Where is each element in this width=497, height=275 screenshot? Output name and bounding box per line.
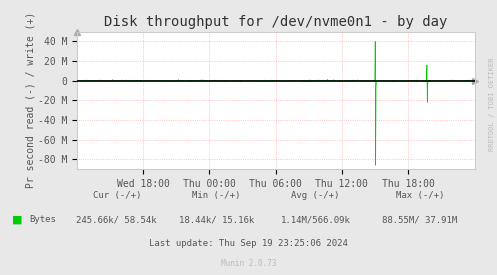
Text: Munin 2.0.73: Munin 2.0.73 (221, 259, 276, 268)
Text: Max (-/+): Max (-/+) (396, 191, 444, 200)
Y-axis label: Pr second read (-) / write (+): Pr second read (-) / write (+) (25, 12, 35, 188)
Text: Last update: Thu Sep 19 23:25:06 2024: Last update: Thu Sep 19 23:25:06 2024 (149, 239, 348, 248)
Text: Bytes: Bytes (29, 216, 56, 224)
Text: Avg (-/+): Avg (-/+) (291, 191, 340, 200)
Text: Min (-/+): Min (-/+) (192, 191, 241, 200)
Title: Disk throughput for /dev/nvme0n1 - by day: Disk throughput for /dev/nvme0n1 - by da… (104, 15, 447, 29)
Text: Cur (-/+): Cur (-/+) (92, 191, 141, 200)
Text: ■: ■ (12, 215, 23, 225)
Text: 18.44k/ 15.16k: 18.44k/ 15.16k (178, 216, 254, 224)
Text: 88.55M/ 37.91M: 88.55M/ 37.91M (382, 216, 458, 224)
Text: 245.66k/ 58.54k: 245.66k/ 58.54k (77, 216, 157, 224)
Text: RRDTOOL / TOBI OETIKER: RRDTOOL / TOBI OETIKER (489, 58, 495, 151)
Text: 1.14M/566.09k: 1.14M/566.09k (281, 216, 350, 224)
